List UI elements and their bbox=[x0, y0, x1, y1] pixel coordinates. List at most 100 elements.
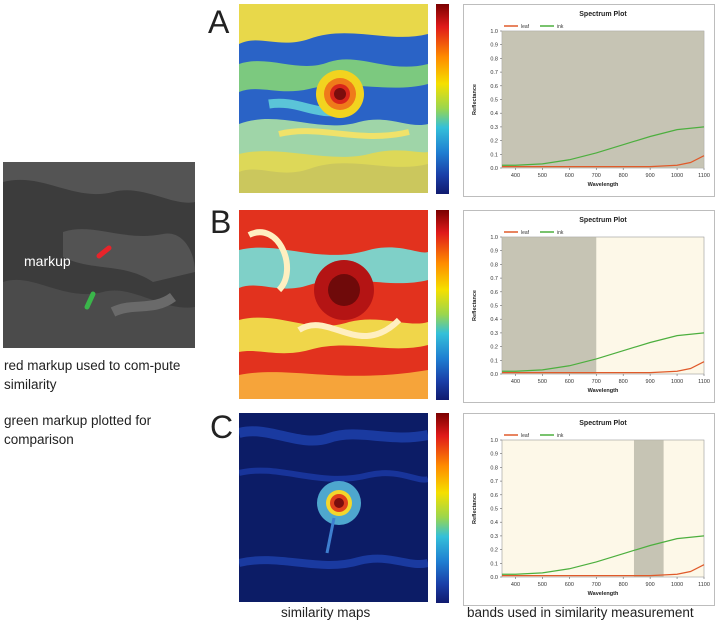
y-tick-label: 0.9 bbox=[490, 452, 498, 458]
panel-letter-a: A bbox=[208, 4, 230, 40]
x-tick-label: 1000 bbox=[671, 173, 683, 179]
red-markup-stroke bbox=[96, 245, 112, 259]
red-markup-caption: red markup used to com-pute similarity bbox=[4, 358, 181, 392]
x-tick-label: 400 bbox=[511, 173, 520, 179]
series-line-leaf bbox=[502, 564, 705, 577]
legend-label-leaf: leaf bbox=[521, 24, 530, 30]
y-tick-label: 0.4 bbox=[490, 520, 498, 526]
bands-label: bands used in similarity measurement bbox=[467, 605, 694, 620]
plot-area bbox=[501, 439, 705, 578]
y-tick-label: 0.1 bbox=[490, 561, 498, 567]
y-tick-label: 0.7 bbox=[490, 70, 498, 76]
x-tick-label: 400 bbox=[511, 582, 520, 588]
x-tick-label: 800 bbox=[619, 173, 628, 179]
plot-title: Spectrum Plot bbox=[579, 11, 627, 18]
y-tick-label: 0.9 bbox=[490, 249, 498, 255]
x-tick-label: 800 bbox=[619, 582, 628, 588]
plot-title: Spectrum Plot bbox=[579, 217, 627, 224]
y-tick-label: 0.8 bbox=[490, 262, 498, 268]
series-line-ink bbox=[502, 332, 705, 372]
x-axis-label: Wavelength bbox=[588, 591, 619, 597]
y-tick-label: 0.0 bbox=[490, 575, 498, 581]
band-highlight bbox=[633, 440, 664, 577]
x-tick-label: 900 bbox=[646, 379, 655, 385]
markup-inset-image bbox=[3, 162, 195, 348]
colorbar-c bbox=[436, 413, 449, 603]
legend-label-ink: ink bbox=[557, 230, 564, 236]
similarity-maps-label: similarity maps bbox=[281, 605, 371, 620]
legend-label-ink: ink bbox=[557, 433, 564, 439]
similarity-map-a bbox=[239, 4, 428, 193]
green-markup-caption: green markup plotted for comparison bbox=[4, 413, 152, 447]
plot-title: Spectrum Plot bbox=[579, 420, 627, 427]
x-tick-label: 900 bbox=[646, 173, 655, 179]
x-axis-label: Wavelength bbox=[588, 388, 619, 394]
x-tick-label: 1100 bbox=[698, 582, 710, 588]
y-tick-label: 0.3 bbox=[490, 534, 498, 540]
y-tick-label: 0.5 bbox=[490, 98, 498, 104]
x-tick-label: 600 bbox=[565, 379, 574, 385]
y-tick-label: 0.7 bbox=[490, 276, 498, 282]
y-tick-label: 1.0 bbox=[490, 29, 498, 35]
similarity-map-b bbox=[239, 210, 428, 399]
x-tick-label: 700 bbox=[592, 173, 601, 179]
y-tick-label: 1.0 bbox=[490, 235, 498, 241]
y-tick-label: 1.0 bbox=[490, 438, 498, 444]
colorbar-a bbox=[436, 4, 449, 194]
spectrum-plot-b: Spectrum Plot leaf ink 0.0 0.1 0.2 0.3 0.4 0.5 0.… bbox=[463, 210, 715, 403]
y-tick-label: 0.6 bbox=[490, 290, 498, 296]
x-tick-label: 1000 bbox=[671, 379, 683, 385]
colorbar-b bbox=[436, 210, 449, 400]
y-tick-label: 0.6 bbox=[490, 493, 498, 499]
x-tick-label: 1000 bbox=[671, 582, 683, 588]
y-tick-label: 0.0 bbox=[490, 166, 498, 172]
x-axis-label: Wavelength bbox=[588, 182, 619, 188]
y-tick-label: 0.5 bbox=[490, 507, 498, 513]
x-tick-label: 600 bbox=[565, 173, 574, 179]
y-tick-label: 0.0 bbox=[490, 372, 498, 378]
y-tick-label: 0.7 bbox=[490, 479, 498, 485]
green-markup-stroke bbox=[84, 291, 96, 310]
x-tick-label: 1100 bbox=[698, 173, 710, 179]
y-tick-label: 0.9 bbox=[490, 43, 498, 49]
markup-label: markup bbox=[24, 253, 71, 269]
y-tick-label: 0.3 bbox=[490, 331, 498, 337]
band-highlight bbox=[502, 31, 704, 168]
y-tick-label: 0.2 bbox=[490, 548, 498, 554]
x-tick-label: 800 bbox=[619, 379, 628, 385]
inset-svg bbox=[3, 162, 195, 348]
y-tick-label: 0.1 bbox=[490, 152, 498, 158]
x-tick-label: 500 bbox=[538, 173, 547, 179]
spectrum-plot-c: Spectrum Plot leaf ink 0.0 0.1 0.2 0.3 0.4 0.5 0.… bbox=[463, 413, 715, 606]
y-axis-label: Reflectance bbox=[472, 493, 478, 524]
y-tick-label: 0.8 bbox=[490, 56, 498, 62]
y-tick-label: 0.4 bbox=[490, 111, 498, 117]
spectrum-plot-svg-c: Spectrum Plot leaf ink 0.0 0.1 0.2 0.3 0.4 0.5 0.… bbox=[472, 420, 710, 597]
x-tick-label: 500 bbox=[538, 582, 547, 588]
x-tick-label: 500 bbox=[538, 379, 547, 385]
spectrum-plot-svg-a: Spectrum Plot leaf ink 0.0 0.1 0.2 0.3 0.4 0.5 0.… bbox=[472, 11, 710, 188]
y-tick-label: 0.3 bbox=[490, 125, 498, 131]
y-tick-label: 0.2 bbox=[490, 139, 498, 145]
y-tick-label: 0.8 bbox=[490, 465, 498, 471]
spectrum-plot-svg-b: Spectrum Plot leaf ink 0.0 0.1 0.2 0.3 0.4 0.5 0.… bbox=[472, 217, 710, 394]
y-tick-label: 0.2 bbox=[490, 345, 498, 351]
similarity-map-c bbox=[239, 413, 428, 602]
legend-label-ink: ink bbox=[557, 24, 564, 30]
y-tick-label: 0.1 bbox=[490, 358, 498, 364]
y-tick-label: 0.5 bbox=[490, 304, 498, 310]
x-tick-label: 400 bbox=[511, 379, 520, 385]
x-tick-label: 900 bbox=[646, 582, 655, 588]
band-highlight bbox=[502, 237, 597, 374]
series-line-leaf bbox=[502, 361, 705, 374]
y-axis-label: Reflectance bbox=[472, 84, 478, 115]
legend-label-leaf: leaf bbox=[521, 230, 530, 236]
series-line-ink bbox=[502, 535, 705, 575]
legend-label-leaf: leaf bbox=[521, 433, 530, 439]
x-tick-label: 700 bbox=[592, 379, 601, 385]
panel-letter-b: B bbox=[210, 204, 232, 240]
spectrum-plot-a: Spectrum Plot leaf ink 0.0 0.1 0.2 0.3 0.4 0.5 0.… bbox=[463, 4, 715, 197]
x-tick-label: 700 bbox=[592, 582, 601, 588]
x-tick-label: 600 bbox=[565, 582, 574, 588]
y-tick-label: 0.4 bbox=[490, 317, 498, 323]
